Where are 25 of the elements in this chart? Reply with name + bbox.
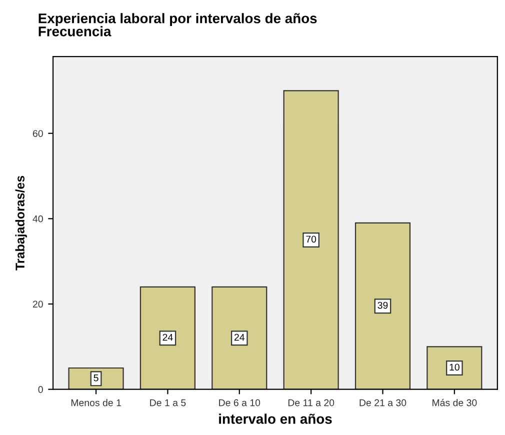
bar xyxy=(354,222,411,390)
bar xyxy=(140,286,196,390)
y-axis-title: Trabajadoras/es xyxy=(15,176,27,270)
x-axis-title: intervalo en años xyxy=(219,414,332,424)
x-tick-label: Más de 30 xyxy=(432,398,477,406)
bar xyxy=(426,346,482,390)
bar xyxy=(283,90,339,390)
x-tick-label: De 1 a 5 xyxy=(150,399,186,406)
x-tick-label: De 11 a 20 xyxy=(288,399,334,406)
y-tick-label: 60 xyxy=(32,130,43,137)
bar xyxy=(212,286,268,390)
y-tick-label: 0 xyxy=(38,386,43,393)
y-tick-label: 40 xyxy=(32,215,43,222)
data-label: 10 xyxy=(450,364,460,371)
data-label: 70 xyxy=(306,236,316,243)
x-tick-label: De 21 a 30 xyxy=(360,399,406,406)
chart-title: Experiencia laboral por intervalos de años xyxy=(38,13,317,26)
x-tick-label: Menos de 1 xyxy=(71,399,121,406)
data-label: 39 xyxy=(378,302,388,309)
y-tick-label: 20 xyxy=(32,300,43,308)
chart-subtitle: Frecuencia xyxy=(38,26,112,36)
data-label: 24 xyxy=(234,334,245,341)
data-label: 24 xyxy=(162,334,173,341)
x-tick-label: De 6 a 10 xyxy=(219,399,260,406)
data-label: 5 xyxy=(94,374,98,382)
